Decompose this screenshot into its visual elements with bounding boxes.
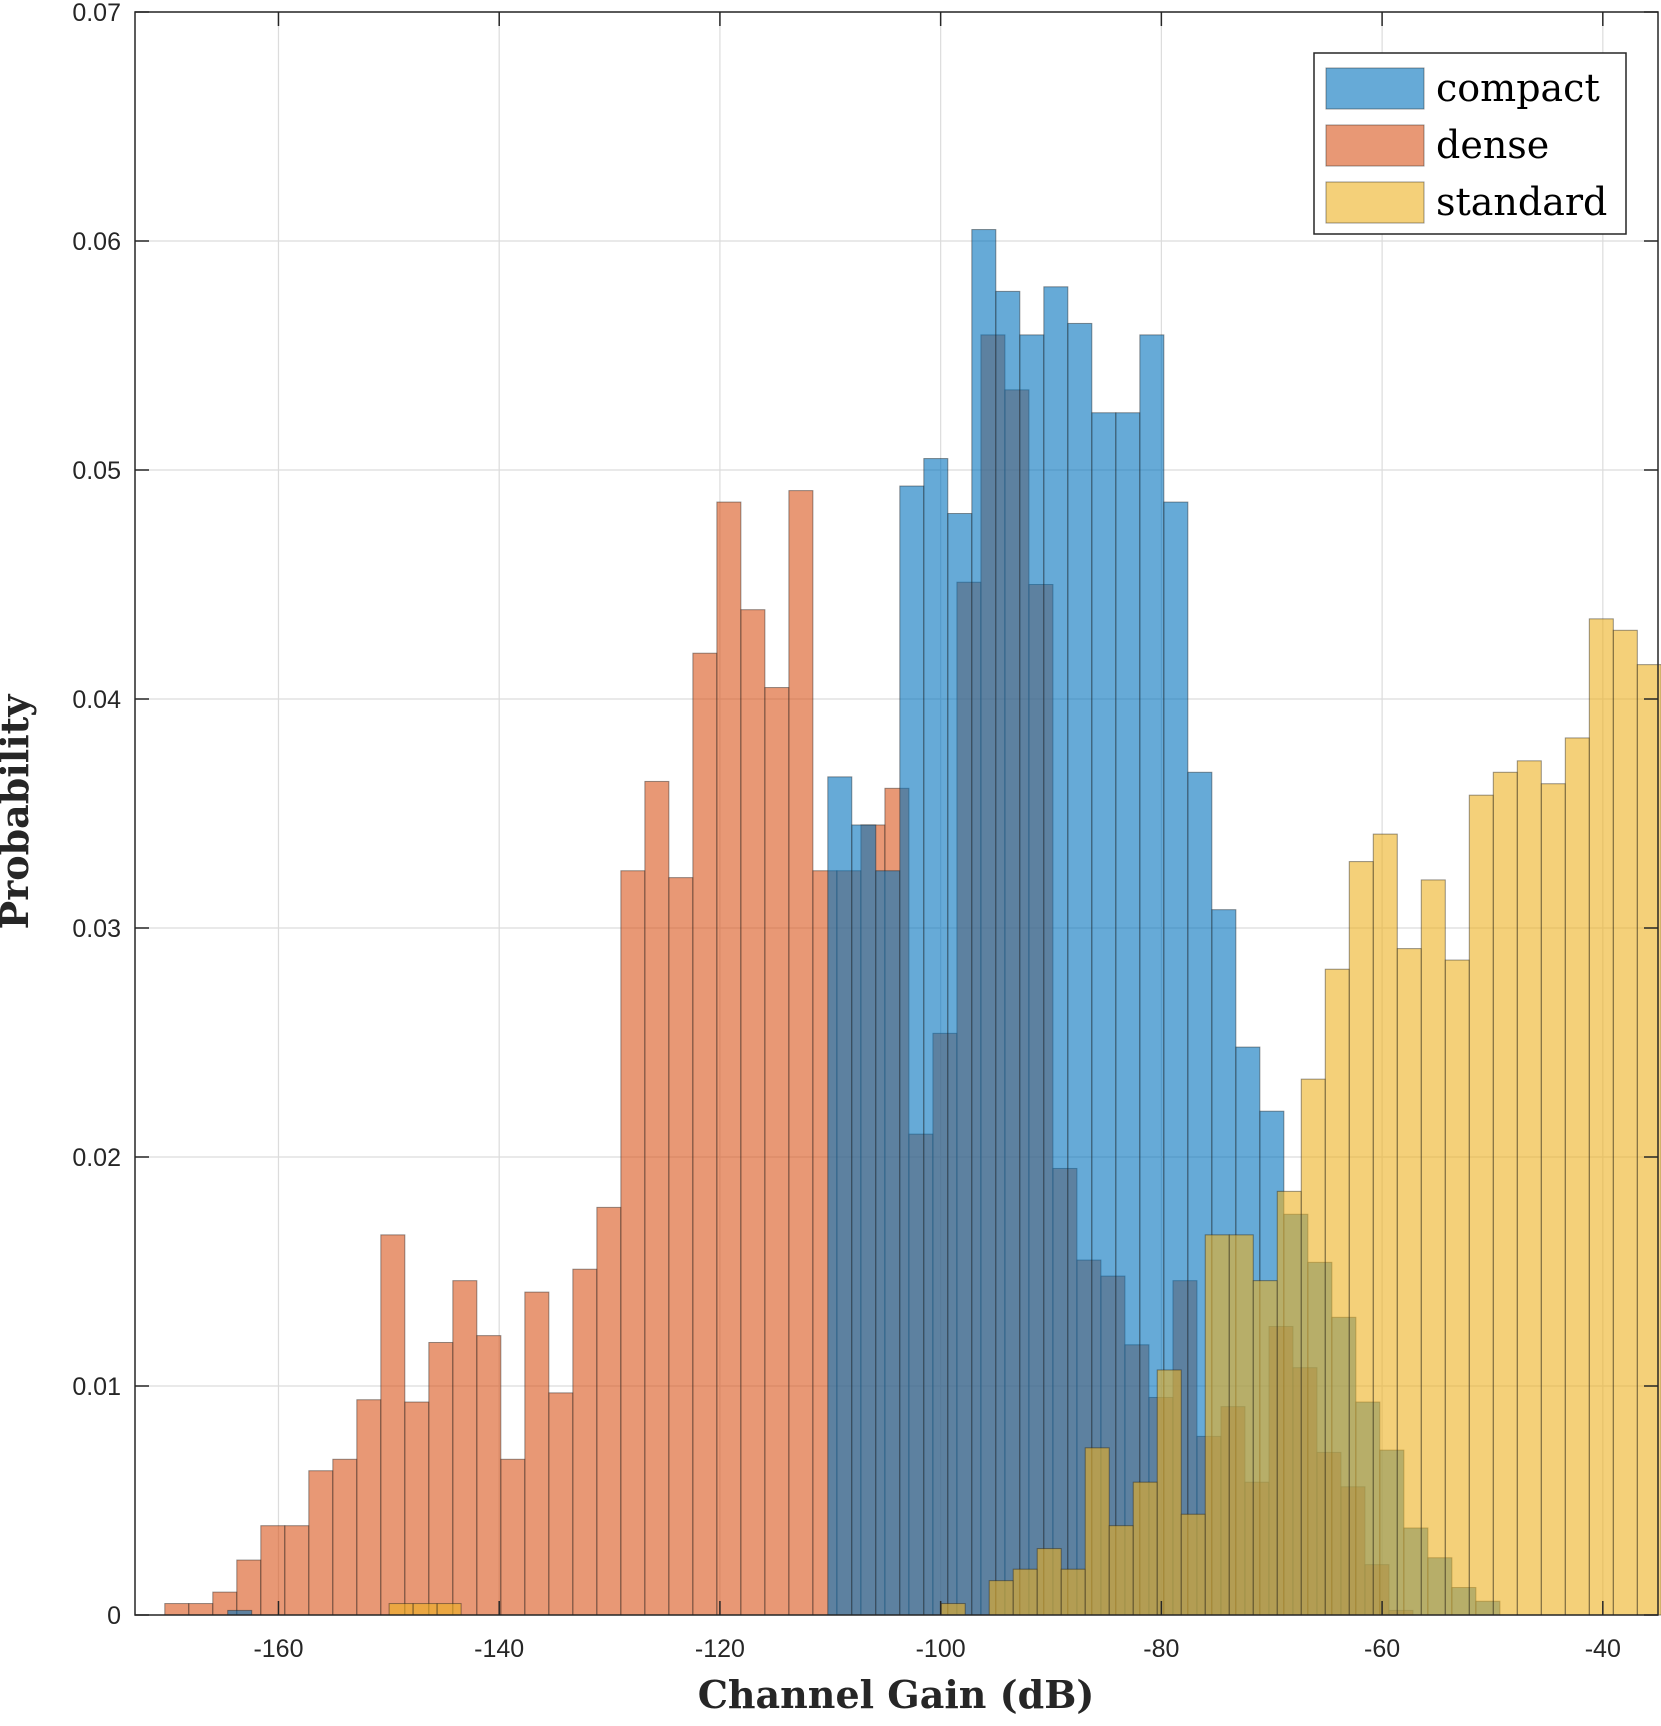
y-tick-label: 0.03 bbox=[72, 915, 121, 943]
bar-dense bbox=[308, 1470, 334, 1616]
bar-compact bbox=[899, 485, 925, 1616]
bar-dense bbox=[164, 1603, 190, 1616]
bar-standard bbox=[436, 1603, 462, 1616]
bar-dense bbox=[380, 1234, 406, 1616]
bar-standard bbox=[1036, 1548, 1062, 1616]
bar-standard bbox=[1588, 618, 1614, 1616]
bar-standard bbox=[1372, 833, 1398, 1616]
y-tick-label: 0.06 bbox=[72, 228, 121, 256]
plot-frame bbox=[134, 11, 1659, 1616]
bar-standard bbox=[1084, 1447, 1110, 1616]
y-tick-label: 0 bbox=[107, 1602, 121, 1630]
bar-standard bbox=[988, 1580, 1014, 1616]
bar-dense bbox=[764, 687, 790, 1616]
y-tick-label: 0.07 bbox=[72, 0, 121, 27]
bar-standard bbox=[1276, 1190, 1302, 1616]
bar-standard bbox=[1180, 1513, 1206, 1616]
bar-dense bbox=[188, 1603, 214, 1616]
bar-dense bbox=[644, 780, 670, 1616]
bar-compact bbox=[971, 229, 997, 1616]
bar-standard bbox=[1516, 760, 1542, 1616]
bar-standard bbox=[1612, 629, 1638, 1616]
series-compact-bars bbox=[227, 229, 1501, 1616]
bar-standard bbox=[1108, 1525, 1134, 1616]
bar-dense bbox=[596, 1206, 622, 1616]
bar-compact bbox=[1019, 334, 1045, 1616]
y-axis-label: Probability bbox=[0, 694, 37, 930]
bar-compact bbox=[1115, 412, 1141, 1616]
bar-standard bbox=[388, 1603, 414, 1616]
axis-ticks: -160 -140 -120 -100 -80 -60 -40 0 0.01 0.02 0.03 0.… bbox=[72, 0, 1658, 1663]
legend-label-compact: compact bbox=[1436, 66, 1600, 110]
x-tick-label: -40 bbox=[1585, 1635, 1621, 1663]
bar-standard bbox=[1132, 1481, 1158, 1616]
bar-compact bbox=[1091, 412, 1117, 1616]
bar-dense bbox=[332, 1458, 358, 1616]
bar-standard bbox=[1156, 1369, 1182, 1616]
bar-dense bbox=[404, 1401, 430, 1616]
bar-standard bbox=[1300, 1078, 1326, 1616]
bar-dense bbox=[524, 1291, 550, 1616]
x-axis-label: Channel Gain (dB) bbox=[698, 1672, 1095, 1717]
bar-dense bbox=[668, 877, 694, 1616]
bar-compact bbox=[1043, 286, 1069, 1616]
bar-standard bbox=[1468, 794, 1494, 1616]
bar-standard bbox=[1420, 879, 1446, 1616]
bar-standard bbox=[940, 1603, 966, 1616]
bar-dense bbox=[620, 870, 646, 1616]
legend-swatch-standard bbox=[1325, 181, 1425, 224]
y-tick-label: 0.02 bbox=[72, 1144, 121, 1172]
bar-dense bbox=[284, 1525, 310, 1616]
bar-dense bbox=[236, 1559, 262, 1616]
bar-dense bbox=[356, 1399, 382, 1616]
bar-dense bbox=[740, 609, 766, 1616]
bar-compact bbox=[923, 458, 949, 1616]
bar-dense bbox=[716, 501, 742, 1616]
x-tick-label: -120 bbox=[695, 1635, 745, 1663]
bar-compact bbox=[827, 776, 853, 1616]
bar-dense bbox=[260, 1525, 286, 1616]
bar-dense bbox=[692, 652, 718, 1616]
bar-standard bbox=[1252, 1280, 1278, 1616]
legend: compact dense standard bbox=[1313, 52, 1627, 235]
legend-swatch-compact bbox=[1325, 67, 1425, 110]
legend-label-standard: standard bbox=[1436, 180, 1607, 224]
x-tick-label: -160 bbox=[253, 1635, 303, 1663]
bar-compact bbox=[851, 824, 877, 1616]
x-tick-label: -140 bbox=[474, 1635, 524, 1663]
legend-swatch-dense bbox=[1325, 124, 1425, 167]
bar-standard bbox=[1348, 861, 1374, 1616]
x-tick-label: -80 bbox=[1143, 1635, 1179, 1663]
bar-dense bbox=[452, 1280, 478, 1616]
x-tick-label: -60 bbox=[1364, 1635, 1400, 1663]
y-tick-label: 0.04 bbox=[72, 686, 121, 714]
y-tick-label: 0.05 bbox=[72, 457, 121, 485]
bar-standard bbox=[1012, 1568, 1038, 1616]
bar-dense bbox=[476, 1335, 502, 1616]
bar-dense bbox=[428, 1341, 454, 1616]
bar-standard bbox=[1444, 959, 1470, 1616]
bar-dense bbox=[572, 1268, 598, 1616]
bar-dense bbox=[500, 1458, 526, 1616]
legend-label-dense: dense bbox=[1436, 123, 1549, 167]
bar-compact bbox=[875, 870, 901, 1616]
bar-standard bbox=[1396, 948, 1422, 1616]
x-tick-label: -100 bbox=[916, 1635, 966, 1663]
bar-standard bbox=[1204, 1234, 1230, 1616]
bar-dense bbox=[548, 1392, 574, 1616]
bar-compact bbox=[947, 513, 973, 1616]
bar-standard bbox=[1492, 771, 1518, 1616]
bar-standard bbox=[1228, 1234, 1254, 1616]
bar-standard bbox=[1540, 783, 1566, 1616]
bar-standard bbox=[1324, 968, 1350, 1616]
bar-compact bbox=[1067, 322, 1093, 1616]
bar-compact bbox=[995, 290, 1021, 1616]
bar-standard bbox=[1060, 1568, 1086, 1616]
y-tick-label: 0.01 bbox=[72, 1373, 121, 1401]
bar-dense bbox=[788, 490, 814, 1616]
bar-standard bbox=[1564, 737, 1590, 1616]
bar-standard bbox=[412, 1603, 438, 1616]
